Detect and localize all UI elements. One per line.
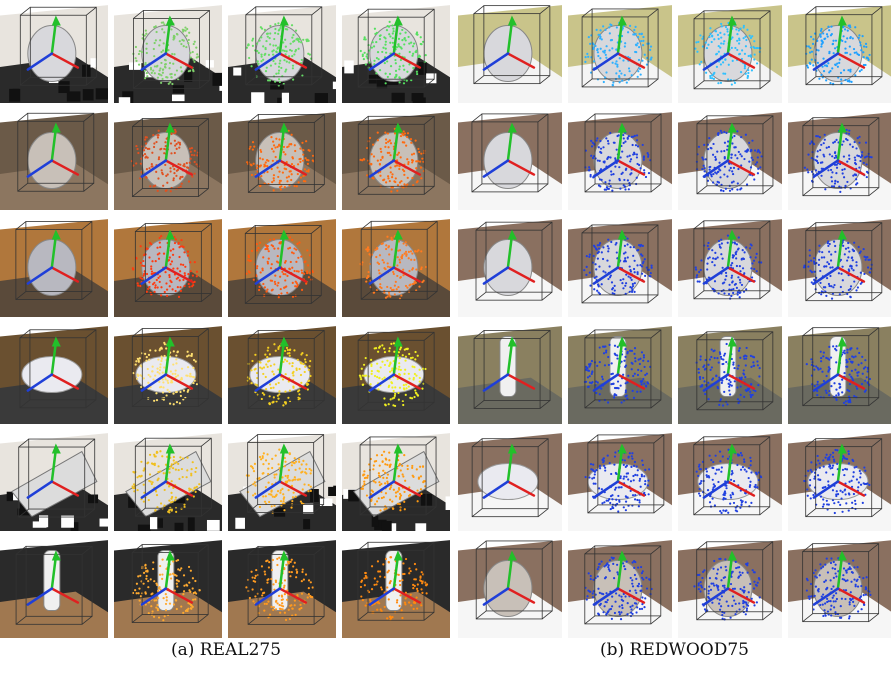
redwood75-result-image-r6c2 <box>568 535 672 638</box>
redwood75-result-image-r2c4 <box>788 107 891 210</box>
scene-photo <box>228 321 336 424</box>
real275-result-image-r6c4 <box>342 535 450 638</box>
real275-result-image-r1c4 <box>342 0 450 103</box>
redwood75-result-image-r5c4 <box>788 428 891 531</box>
redwood75-result-image-r2c1 <box>458 107 562 210</box>
real275-result-image-r3c1 <box>0 214 108 317</box>
scene-photo <box>458 0 562 103</box>
redwood75-result-image-r4c2 <box>568 321 672 424</box>
real275-result-image-r5c3 <box>228 428 336 531</box>
scene-photo <box>0 535 108 638</box>
scene-photo <box>458 428 562 531</box>
caption-redwood75: (b) REDWOOD75 <box>600 640 749 660</box>
redwood75-result-image-r4c4 <box>788 321 891 424</box>
redwood75-result-image-r1c3 <box>678 0 782 103</box>
scene-photo <box>788 428 891 531</box>
real275-result-image-r5c2 <box>114 428 222 531</box>
scene-photo <box>568 214 672 317</box>
scene-photo <box>568 535 672 638</box>
scene-photo <box>678 107 782 210</box>
scene-photo <box>342 107 450 210</box>
scene-photo <box>228 535 336 638</box>
real275-result-image-r3c3 <box>228 214 336 317</box>
real275-result-image-r2c1 <box>0 107 108 210</box>
redwood75-result-image-r6c4 <box>788 535 891 638</box>
scene-photo <box>458 107 562 210</box>
real275-result-image-r6c1 <box>0 535 108 638</box>
scene-photo <box>678 535 782 638</box>
scene-photo <box>678 321 782 424</box>
redwood75-result-image-r3c1 <box>458 214 562 317</box>
scene-photo <box>114 428 222 531</box>
redwood75-result-image-r5c2 <box>568 428 672 531</box>
real275-result-image-r6c2 <box>114 535 222 638</box>
real275-result-image-r1c1 <box>0 0 108 103</box>
redwood75-result-image-r2c2 <box>568 107 672 210</box>
scene-photo <box>228 107 336 210</box>
redwood75-result-image-r3c2 <box>568 214 672 317</box>
scene-photo <box>568 321 672 424</box>
scene-photo <box>788 107 891 210</box>
real275-result-image-r4c3 <box>228 321 336 424</box>
scene-photo <box>114 535 222 638</box>
redwood75-result-image-r1c1 <box>458 0 562 103</box>
scene-photo <box>788 321 891 424</box>
redwood75-result-image-r4c3 <box>678 321 782 424</box>
scene-photo <box>228 0 336 103</box>
scene-photo <box>114 107 222 210</box>
redwood75-result-image-r3c4 <box>788 214 891 317</box>
scene-photo <box>678 214 782 317</box>
real275-result-image-r5c1 <box>0 428 108 531</box>
scene-photo <box>788 535 891 638</box>
redwood75-result-image-r4c1 <box>458 321 562 424</box>
scene-photo <box>0 214 108 317</box>
scene-photo <box>678 0 782 103</box>
scene-photo <box>342 214 450 317</box>
scene-photo <box>114 0 222 103</box>
scene-photo <box>0 321 108 424</box>
redwood75-result-image-r3c3 <box>678 214 782 317</box>
real275-result-image-r3c4 <box>342 214 450 317</box>
scene-photo <box>458 321 562 424</box>
scene-photo <box>342 0 450 103</box>
scene-photo <box>568 428 672 531</box>
redwood75-result-image-r6c3 <box>678 535 782 638</box>
scene-photo <box>228 214 336 317</box>
scene-photo <box>342 428 450 531</box>
real275-result-image-r2c4 <box>342 107 450 210</box>
real275-result-image-r1c2 <box>114 0 222 103</box>
scene-photo <box>788 0 891 103</box>
real275-result-image-r1c3 <box>228 0 336 103</box>
redwood75-result-image-r5c1 <box>458 428 562 531</box>
scene-photo <box>678 428 782 531</box>
real275-result-image-r4c4 <box>342 321 450 424</box>
real275-result-image-r3c2 <box>114 214 222 317</box>
scene-photo <box>458 535 562 638</box>
scene-photo <box>0 107 108 210</box>
real275-result-image-r5c4 <box>342 428 450 531</box>
scene-photo <box>228 428 336 531</box>
redwood75-result-image-r1c4 <box>788 0 891 103</box>
real275-result-image-r4c2 <box>114 321 222 424</box>
redwood75-result-image-r1c2 <box>568 0 672 103</box>
scene-photo <box>568 107 672 210</box>
scene-photo <box>0 0 108 103</box>
scene-photo <box>342 535 450 638</box>
real275-result-image-r2c2 <box>114 107 222 210</box>
scene-photo <box>568 0 672 103</box>
scene-photo <box>342 321 450 424</box>
real275-result-image-r4c1 <box>0 321 108 424</box>
scene-photo <box>0 428 108 531</box>
redwood75-result-image-r2c3 <box>678 107 782 210</box>
scene-photo <box>114 214 222 317</box>
scene-photo <box>788 214 891 317</box>
redwood75-result-image-r6c1 <box>458 535 562 638</box>
scene-photo <box>458 214 562 317</box>
real275-result-image-r2c3 <box>228 107 336 210</box>
scene-photo <box>114 321 222 424</box>
caption-real275: (a) REAL275 <box>170 640 282 660</box>
real275-result-image-r6c3 <box>228 535 336 638</box>
redwood75-result-image-r5c3 <box>678 428 782 531</box>
